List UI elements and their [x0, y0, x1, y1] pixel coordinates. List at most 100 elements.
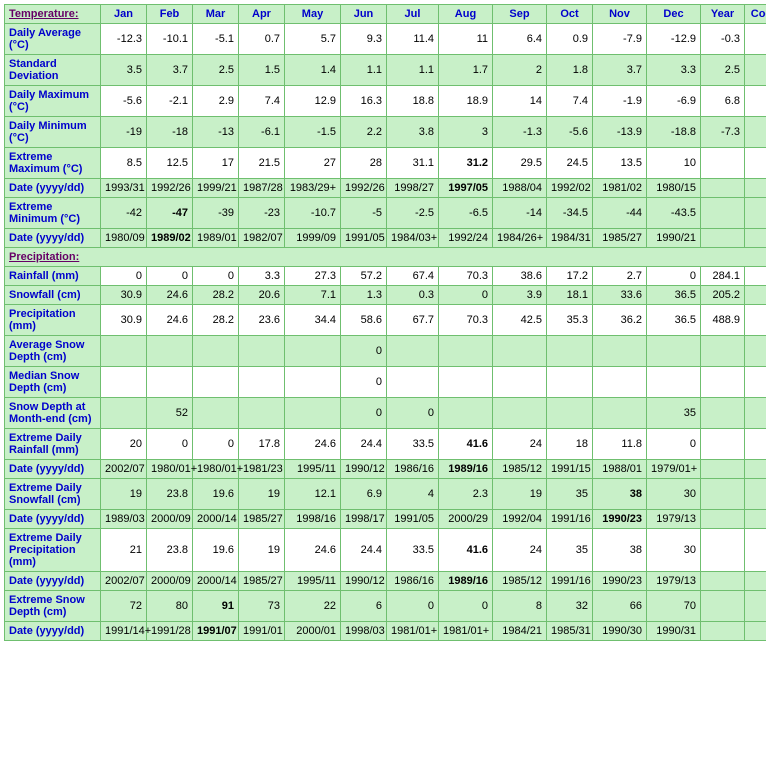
- cell: -12.3: [101, 24, 147, 55]
- header-temperature: Temperature:: [5, 5, 101, 24]
- cell: [147, 367, 193, 398]
- cell: [701, 510, 745, 529]
- cell: -6.5: [439, 198, 493, 229]
- cell: 1990/23: [593, 510, 647, 529]
- cell: 2.5: [701, 55, 745, 86]
- cell: 27: [285, 148, 341, 179]
- cell: -1.5: [285, 117, 341, 148]
- climate-table: Temperature: Jan Feb Mar Apr May Jun Jul…: [4, 4, 766, 641]
- cell: 1998/27: [387, 179, 439, 198]
- cell: [193, 367, 239, 398]
- cell: 205.2: [701, 286, 745, 305]
- cell: 3: [439, 117, 493, 148]
- cell: 23.6: [239, 305, 285, 336]
- cell: 1991/14+: [101, 622, 147, 641]
- header-nov: Nov: [593, 5, 647, 24]
- cell: 1998/03: [341, 622, 387, 641]
- cell: -14: [493, 198, 547, 229]
- cell: 6.8: [701, 86, 745, 117]
- table-row: Date (yyyy/dd)1991/14+1991/281991/071991…: [5, 622, 766, 641]
- table-row: Rainfall (mm)0003.327.357.267.470.338.61…: [5, 267, 766, 286]
- cell: 1985/27: [239, 510, 285, 529]
- cell: 14: [493, 86, 547, 117]
- cell: [745, 572, 766, 591]
- cell: 1991/07: [193, 622, 239, 641]
- cell: 11.8: [593, 429, 647, 460]
- row-label-ext-daily-snow-date: Date (yyyy/dd): [5, 510, 101, 529]
- cell: 1992/02: [547, 179, 593, 198]
- cell: 0: [147, 429, 193, 460]
- cell: [285, 398, 341, 429]
- cell: 1999/09: [285, 229, 341, 248]
- cell: 1.8: [547, 55, 593, 86]
- cell: 1985/12: [493, 572, 547, 591]
- table-row: Daily Maximum (°C)-5.6-2.12.97.412.916.3…: [5, 86, 766, 117]
- row-label-ext-max: Extreme Maximum (°C): [5, 148, 101, 179]
- cell: 8: [493, 591, 547, 622]
- cell: 18.8: [387, 86, 439, 117]
- cell: 7.4: [239, 86, 285, 117]
- header-jan: Jan: [101, 5, 147, 24]
- cell: 30: [647, 479, 701, 510]
- cell: 1999/21: [193, 179, 239, 198]
- cell: 284.1: [701, 267, 745, 286]
- cell: 2000/09: [147, 510, 193, 529]
- cell: 7.4: [547, 86, 593, 117]
- cell: -12.9: [647, 24, 701, 55]
- cell: 70.3: [439, 305, 493, 336]
- cell: [701, 591, 745, 622]
- cell: 32: [547, 591, 593, 622]
- cell: 0: [341, 398, 387, 429]
- cell: 18: [547, 429, 593, 460]
- cell: 1991/15: [547, 460, 593, 479]
- cell: 1979/13: [647, 572, 701, 591]
- cell: [593, 367, 647, 398]
- cell: 24: [493, 529, 547, 572]
- cell: 1989/16: [439, 572, 493, 591]
- cell: 1981/02: [593, 179, 647, 198]
- cell: [387, 336, 439, 367]
- cell: 1991/01: [239, 622, 285, 641]
- cell: D: [745, 305, 766, 336]
- cell: 18.9: [439, 86, 493, 117]
- header-mar: Mar: [193, 5, 239, 24]
- cell: 1984/26+: [493, 229, 547, 248]
- cell: 42.5: [493, 305, 547, 336]
- table-row: Standard Deviation3.53.72.51.51.41.11.11…: [5, 55, 766, 86]
- cell: [239, 336, 285, 367]
- cell: 3.3: [647, 55, 701, 86]
- cell: [593, 398, 647, 429]
- cell: 6: [341, 591, 387, 622]
- cell: 11: [439, 24, 493, 55]
- cell: [101, 367, 147, 398]
- cell: 0: [193, 429, 239, 460]
- cell: 24.4: [341, 429, 387, 460]
- section-precipitation-label: Precipitation:: [5, 248, 766, 267]
- cell: 91: [193, 591, 239, 622]
- cell: [745, 591, 766, 622]
- cell: 18.1: [547, 286, 593, 305]
- cell: -6.9: [647, 86, 701, 117]
- cell: 33.5: [387, 429, 439, 460]
- header-apr: Apr: [239, 5, 285, 24]
- cell: -23: [239, 198, 285, 229]
- cell: -18.8: [647, 117, 701, 148]
- cell: [239, 398, 285, 429]
- cell: [745, 460, 766, 479]
- cell: -1.3: [493, 117, 547, 148]
- cell: 31.2: [439, 148, 493, 179]
- cell: [745, 529, 766, 572]
- cell: 1981/01+: [387, 622, 439, 641]
- cell: 1992/04: [493, 510, 547, 529]
- cell: [701, 229, 745, 248]
- table-row: Extreme Maximum (°C)8.512.51721.5272831.…: [5, 148, 766, 179]
- cell: 1991/28: [147, 622, 193, 641]
- cell: 30.9: [101, 305, 147, 336]
- cell: -7.9: [593, 24, 647, 55]
- cell: [701, 179, 745, 198]
- cell: 0: [647, 267, 701, 286]
- cell: [101, 398, 147, 429]
- row-label-ext-daily-snow: Extreme Daily Snowfall (cm): [5, 479, 101, 510]
- cell: 0: [647, 429, 701, 460]
- cell: [701, 479, 745, 510]
